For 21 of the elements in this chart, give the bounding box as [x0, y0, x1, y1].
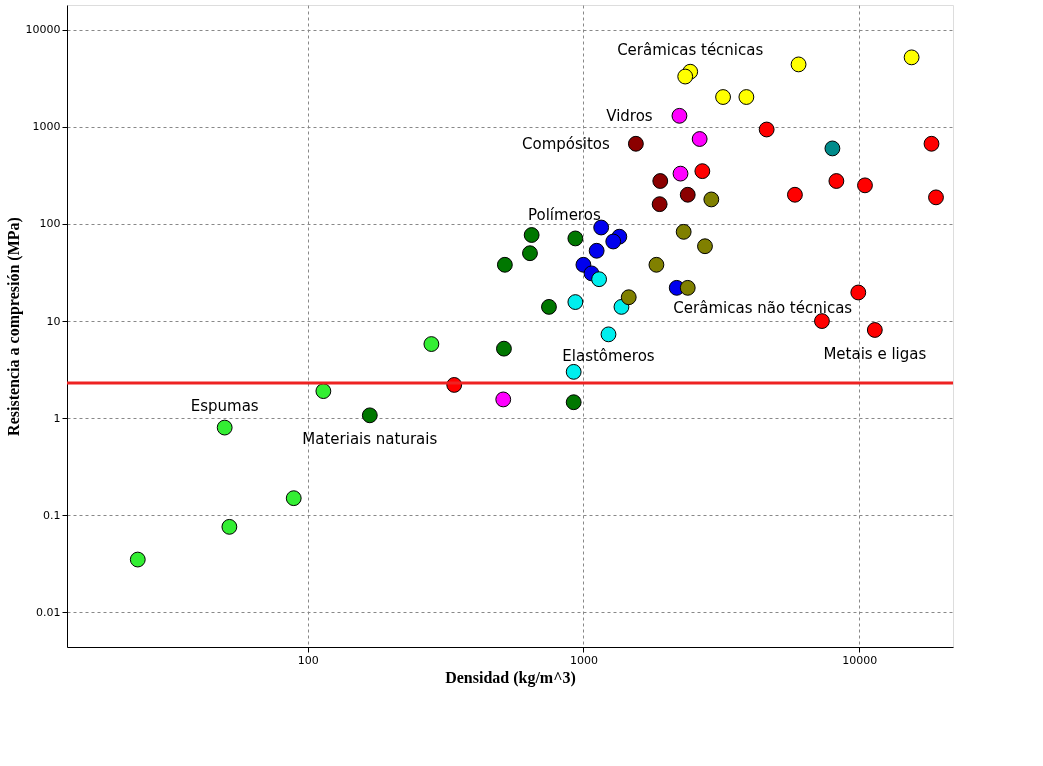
y-tick-label: 0.1: [43, 508, 61, 522]
y-tick-label: 1: [53, 411, 61, 425]
series-label: Compósitos: [521, 134, 610, 153]
y-tick-label: 0.01: [36, 605, 61, 619]
x-axis-title: Densidad (kg/m^3): [445, 668, 576, 687]
series-label: Vidros: [606, 106, 653, 125]
y-tick-label: 100: [39, 217, 61, 231]
x-tick-label: 10000: [842, 653, 878, 667]
x-tick-label: 100: [297, 653, 319, 667]
y-tick-label: 1000: [32, 120, 61, 134]
series-label: Cerâmicas técnicas: [617, 40, 764, 59]
series-label: Espumas: [190, 396, 259, 415]
y-tick-label: 10: [46, 314, 61, 328]
series-label: Metais e ligas: [823, 344, 927, 363]
series-label: Elastômeros: [562, 347, 655, 366]
series-label: Polímeros: [527, 205, 601, 224]
x-tick-label: 1000: [569, 653, 598, 667]
y-tick-label: 10000: [25, 23, 61, 37]
y-axis-title: Resistencia a compresión (MPa): [4, 217, 23, 436]
series-label: Cerâmicas não técnicas: [673, 298, 853, 317]
series-label: Materiais naturais: [302, 430, 438, 449]
